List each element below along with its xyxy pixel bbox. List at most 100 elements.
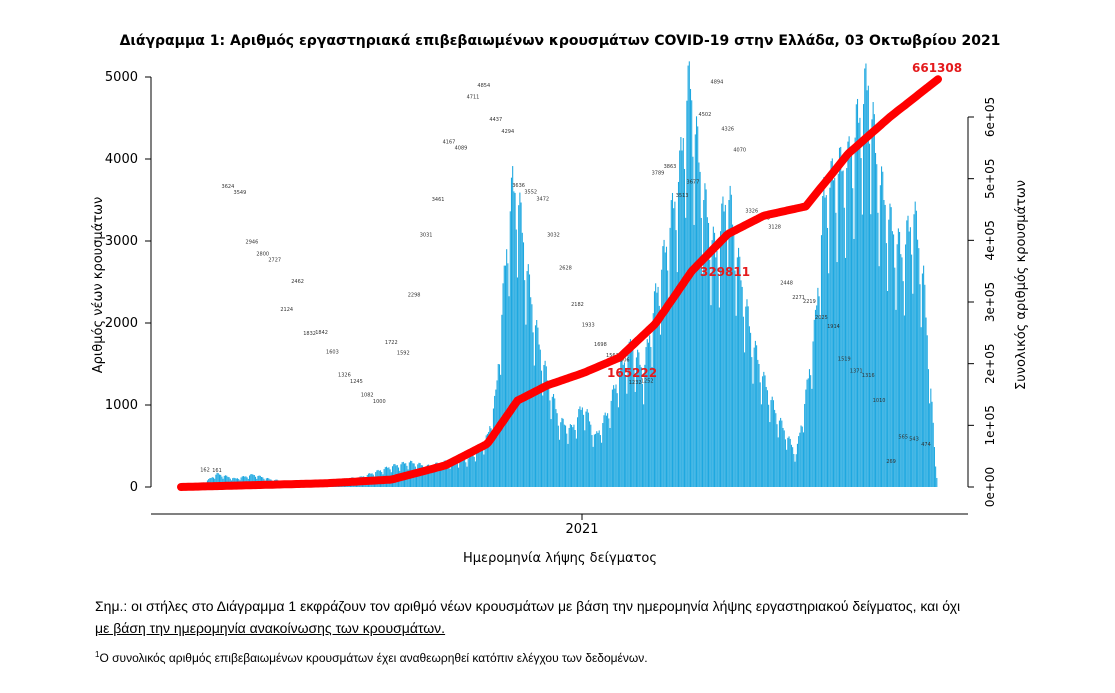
bar xyxy=(730,194,732,487)
bar xyxy=(668,305,670,487)
bar xyxy=(870,214,872,487)
bar xyxy=(872,102,874,487)
bar xyxy=(837,173,839,487)
bar xyxy=(512,166,514,487)
bar xyxy=(645,347,647,487)
bar-value-label: 4167 xyxy=(443,139,456,145)
bar xyxy=(715,257,717,487)
bar xyxy=(762,376,764,487)
bar xyxy=(899,231,901,487)
bar xyxy=(674,201,676,487)
bar xyxy=(602,423,604,487)
bar xyxy=(616,393,618,487)
bar xyxy=(802,432,804,487)
bar xyxy=(671,192,674,488)
bar xyxy=(808,369,811,488)
bar xyxy=(869,143,871,487)
bar xyxy=(658,305,660,487)
bar xyxy=(525,324,527,487)
bar xyxy=(751,357,753,487)
chart-note: Σημ.: οι στήλες στο Διάγραμμα 1 εκφράζου… xyxy=(95,595,1055,639)
bar xyxy=(434,464,436,487)
bar xyxy=(575,438,577,487)
bar xyxy=(628,341,630,487)
bar-value-label: 1326 xyxy=(338,372,351,378)
bar xyxy=(757,359,759,487)
bar xyxy=(604,412,606,487)
bar-value-label: 4711 xyxy=(467,95,480,101)
bar xyxy=(826,227,829,487)
bar xyxy=(890,207,892,487)
bar xyxy=(780,417,782,487)
bar-value-label: 3031 xyxy=(420,233,433,239)
bar xyxy=(901,257,903,487)
bar xyxy=(554,398,556,487)
bar xyxy=(766,390,768,487)
bar xyxy=(846,168,848,487)
bar xyxy=(546,380,549,487)
bar xyxy=(836,262,838,487)
bar xyxy=(479,446,481,487)
bar xyxy=(881,166,883,487)
bar xyxy=(659,334,662,487)
bar xyxy=(921,273,923,487)
bar xyxy=(595,433,597,487)
bar-value-label: 162 xyxy=(200,468,210,474)
bar xyxy=(897,228,899,487)
bar xyxy=(471,455,473,487)
bar xyxy=(537,327,539,487)
bar xyxy=(843,207,845,488)
bar xyxy=(571,425,573,487)
bar xyxy=(522,242,525,487)
bar-value-label: 2219 xyxy=(803,299,816,305)
bar xyxy=(640,367,642,487)
bar xyxy=(464,459,466,487)
bar xyxy=(542,395,544,487)
bar xyxy=(927,369,929,487)
bar xyxy=(532,332,534,487)
bar xyxy=(932,422,934,487)
bar xyxy=(432,471,434,487)
x-axis: 2021 xyxy=(151,513,968,537)
bar xyxy=(847,141,849,487)
bar-value-label: 1914 xyxy=(827,324,840,330)
bar xyxy=(484,440,486,487)
bar xyxy=(907,215,909,488)
bar-value-label: 4854 xyxy=(477,83,490,89)
bar xyxy=(742,316,744,487)
bar xyxy=(935,466,937,487)
bar xyxy=(828,273,830,487)
footnote-marker: 1 xyxy=(95,650,100,659)
bar xyxy=(633,368,635,487)
y-axis-label-right: Συνολικός αριθμός κρουσμάτων xyxy=(1014,180,1029,390)
bar-value-label: 2298 xyxy=(408,293,421,299)
bar xyxy=(429,465,431,487)
bar xyxy=(784,439,786,487)
bar xyxy=(599,435,601,487)
bar xyxy=(830,161,832,487)
bar xyxy=(838,147,841,487)
bar-value-label: 3326 xyxy=(745,208,758,214)
bar xyxy=(635,357,637,487)
bar-value-label: 2182 xyxy=(571,302,584,308)
bar xyxy=(662,246,664,487)
bar xyxy=(789,438,791,487)
bar xyxy=(552,394,555,487)
bar xyxy=(735,315,737,487)
bar xyxy=(465,462,467,487)
bar xyxy=(544,360,546,487)
bar xyxy=(739,256,741,487)
bar xyxy=(759,382,761,487)
bar xyxy=(587,412,589,487)
bar xyxy=(835,212,837,488)
bar xyxy=(416,470,418,487)
y-tick-label: 3000 xyxy=(105,234,138,249)
bar xyxy=(760,404,762,487)
bar xyxy=(710,305,712,487)
bar xyxy=(215,474,217,487)
bar xyxy=(577,417,579,487)
bar xyxy=(771,396,773,487)
bar xyxy=(805,389,807,487)
bar xyxy=(787,437,789,487)
bar xyxy=(520,202,522,487)
